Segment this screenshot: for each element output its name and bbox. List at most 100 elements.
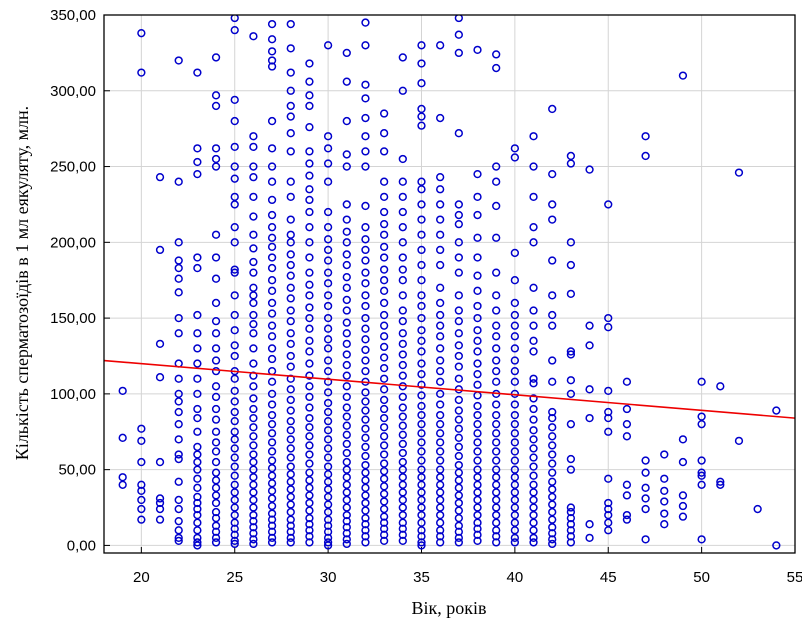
data-point [585, 533, 594, 542]
data-point [379, 474, 389, 483]
data-point [323, 41, 333, 50]
data-point [379, 504, 389, 514]
data-point [398, 316, 407, 326]
data-point [267, 463, 277, 473]
y-tick-label: 300,00 [50, 83, 96, 100]
x-tick-label: 20 [133, 569, 150, 586]
data-point [492, 473, 501, 482]
data-point [398, 503, 407, 512]
data-point [323, 245, 333, 255]
data-point [305, 423, 314, 432]
data-point [267, 389, 277, 399]
data-point [305, 413, 314, 423]
data-point [230, 26, 239, 35]
data-point [249, 320, 258, 329]
data-point [604, 518, 613, 527]
x-tick-label: 45 [600, 569, 617, 586]
data-point [174, 450, 183, 459]
data-point [379, 432, 389, 441]
data-point [137, 424, 146, 433]
data-point [230, 351, 239, 361]
data-point [323, 462, 333, 471]
data-point [492, 332, 501, 341]
data-point [529, 533, 538, 542]
data-point [417, 359, 426, 368]
data-point [305, 122, 314, 132]
data-point [510, 538, 520, 547]
data-point [286, 453, 295, 462]
data-point [174, 329, 183, 338]
data-point [286, 385, 295, 394]
data-point [361, 415, 370, 424]
data-point [585, 321, 594, 330]
data-point [267, 400, 277, 409]
data-point [230, 341, 239, 350]
data-point [398, 265, 407, 274]
data-point [230, 174, 239, 183]
data-point [323, 279, 333, 288]
data-point [436, 310, 445, 320]
data-point [510, 533, 520, 542]
data-point [641, 494, 650, 503]
data-point [249, 488, 258, 497]
data-point [211, 447, 221, 456]
data-point [267, 447, 277, 456]
data-point [585, 341, 594, 350]
data-point [267, 253, 277, 262]
data-point [454, 15, 463, 23]
data-point [249, 457, 258, 467]
data-point [529, 238, 538, 247]
data-point [249, 465, 258, 474]
data-point [548, 215, 557, 224]
data-point [249, 142, 258, 151]
data-point [361, 506, 370, 515]
data-point [361, 356, 370, 365]
data-point [155, 373, 165, 382]
data-point [230, 291, 239, 300]
data-point [361, 291, 370, 300]
data-point [230, 15, 239, 23]
data-point [510, 420, 520, 429]
data-point [379, 459, 389, 468]
data-point [342, 250, 351, 259]
data-point [492, 400, 501, 409]
data-point [342, 227, 351, 236]
data-point [473, 536, 482, 546]
data-point [342, 48, 351, 58]
data-point [697, 471, 706, 480]
data-point [286, 112, 295, 121]
data-point [174, 495, 183, 505]
data-point [211, 316, 221, 326]
data-point [174, 288, 183, 297]
data-point [454, 291, 463, 300]
data-point [361, 41, 370, 50]
data-point [510, 447, 520, 456]
data-point [641, 504, 650, 514]
data-point [286, 68, 295, 77]
data-point [604, 323, 613, 332]
data-point [379, 207, 389, 217]
data-point [193, 457, 202, 467]
data-point [193, 253, 202, 262]
data-point [342, 260, 351, 270]
data-point [510, 144, 520, 153]
data-point [174, 454, 183, 464]
data-point [361, 80, 370, 89]
data-point [267, 286, 277, 295]
data-point [323, 407, 333, 417]
data-point [660, 486, 669, 496]
data-point [529, 495, 538, 505]
data-point [305, 371, 314, 380]
data-point [529, 488, 538, 497]
data-point [548, 104, 557, 114]
data-point [379, 265, 389, 274]
data-point [379, 342, 389, 352]
data-point [286, 426, 295, 435]
data-point [361, 460, 370, 470]
data-point [473, 473, 482, 482]
data-point [342, 150, 351, 159]
data-point [211, 382, 221, 391]
data-point [436, 215, 445, 224]
data-point [267, 19, 277, 29]
